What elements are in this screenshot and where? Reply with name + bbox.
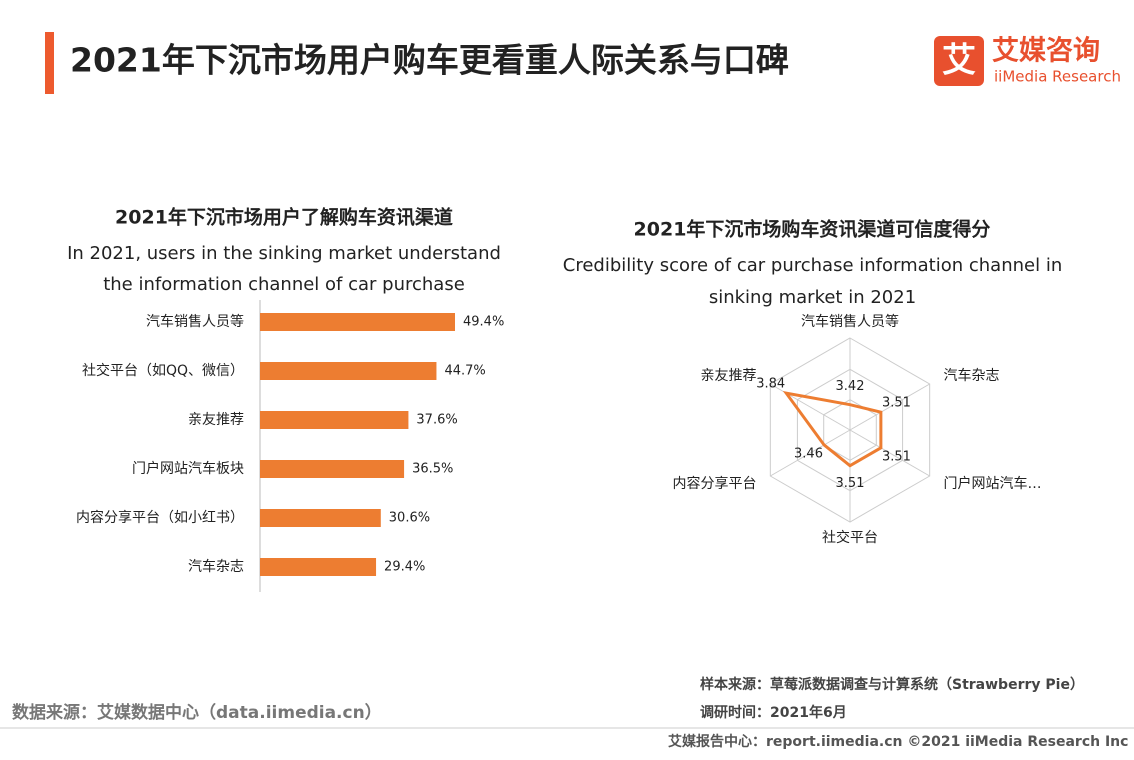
value-label: 30.6% (389, 511, 430, 526)
bar (260, 362, 437, 380)
bar (260, 313, 455, 331)
radar-axis-label: 社交平台 (822, 529, 878, 546)
value-label: 3.46 (794, 446, 823, 461)
value-label: 3.42 (836, 379, 865, 394)
bar (260, 411, 409, 429)
value-label: 3.84 (756, 377, 785, 392)
radar-spoke (770, 429, 851, 477)
sample-note: 样本来源：草莓派数据调查与计算系统（Strawberry Pie） (700, 676, 1084, 693)
radar-axis-label: 门户网站汽车… (944, 475, 1042, 492)
logo-en: iiMedia Research (994, 68, 1121, 86)
value-label: 36.5% (412, 462, 453, 477)
category-label: 内容分享平台（如小红书） (76, 509, 244, 526)
bar (260, 558, 377, 576)
value-label: 37.6% (416, 413, 457, 428)
radar-axis-label: 汽车杂志 (944, 367, 1000, 384)
source-note: 数据来源：艾媒数据中心（data.iimedia.cn） (12, 702, 382, 723)
radar-subtitle: Credibility score of car purchase inform… (562, 255, 1063, 308)
value-label: 3.51 (836, 476, 865, 491)
value-label: 3.51 (882, 396, 911, 411)
logo-box (934, 36, 984, 86)
category-label: 社交平台（如QQ、微信） (82, 362, 244, 379)
value-label: 44.7% (444, 364, 485, 379)
radar-line (782, 391, 883, 468)
radar-subtitle-box: Credibility score of car purchase inform… (562, 255, 1063, 308)
category-label: 亲友推荐 (188, 412, 244, 428)
category-label: 门户网站汽车板块 (132, 460, 244, 477)
logo-icon: 艾 (942, 41, 976, 81)
bar (260, 460, 405, 478)
bar-subtitle: In 2021, users in the sinking market und… (67, 243, 501, 295)
radar-axis-label: 内容分享平台 (672, 475, 756, 492)
footer-bottom: 艾媒报告中心：report.iimedia.cn ©2021 iiMedia R… (668, 733, 1128, 750)
value-label: 29.4% (384, 560, 425, 575)
radar-axis-label: 汽车销售人员等 (801, 313, 899, 330)
bar (260, 509, 381, 527)
title-accent (45, 32, 54, 94)
radar-axis-label: 亲友推荐 (700, 368, 756, 384)
category-label: 汽车杂志 (188, 558, 244, 575)
time-note: 调研时间：2021年6月 (700, 704, 847, 721)
radar-spoke (849, 383, 930, 431)
bar-subtitle-box: In 2021, users in the sinking market und… (67, 243, 501, 295)
category-label: 汽车销售人员等 (146, 313, 244, 330)
value-label: 3.51 (882, 449, 911, 464)
logo-name: 艾媒咨询 (992, 35, 1100, 67)
radar-spoke (849, 429, 930, 477)
value-label: 49.4% (463, 315, 504, 330)
page-title: 2021年下沉市场用户购车更看重人际关系与口碑 (70, 41, 789, 80)
bar-title: 2021年下沉市场用户了解购车资讯渠道 (115, 206, 453, 229)
radar-title: 2021年下沉市场购车资讯渠道可信度得分 (634, 218, 991, 241)
